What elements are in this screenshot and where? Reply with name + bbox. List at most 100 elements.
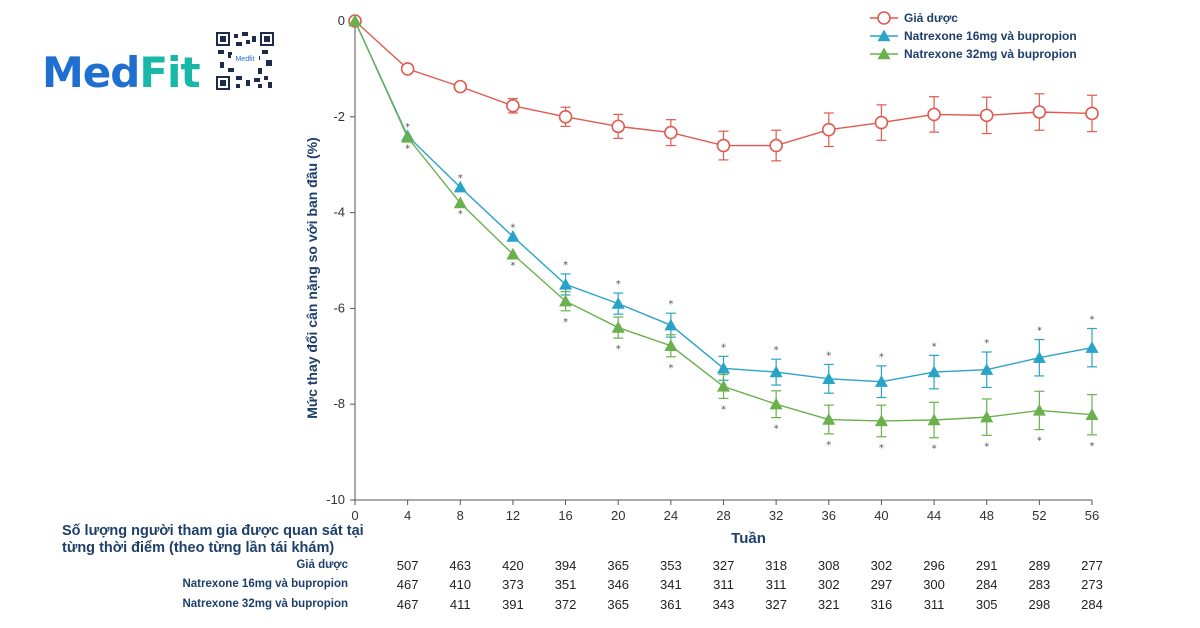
series-3: * * * * * * * * * * * * * * xyxy=(348,14,1099,455)
x-tick-label: 32 xyxy=(769,508,783,523)
data-point xyxy=(1032,403,1046,416)
legend-marker xyxy=(877,29,891,42)
series-1 xyxy=(348,14,1099,162)
table-cell: 365 xyxy=(607,597,630,612)
significance-star: * xyxy=(1090,441,1095,452)
table-cell: 291 xyxy=(975,558,998,573)
table-cell: 302 xyxy=(817,577,840,592)
significance-star: * xyxy=(879,443,884,454)
logo-text-main: Med xyxy=(42,48,140,97)
x-tick-label: 44 xyxy=(927,508,941,523)
table-cell: 296 xyxy=(923,558,945,573)
data-point xyxy=(664,339,678,351)
data-point xyxy=(927,413,941,426)
x-tick-label: 24 xyxy=(664,508,678,523)
x-axis-title: Tuần xyxy=(731,530,766,547)
significance-star: * xyxy=(932,341,937,352)
medfit-logo: MedFit xyxy=(42,48,201,97)
data-point xyxy=(822,372,836,385)
data-point xyxy=(1085,408,1099,420)
table-cell: 361 xyxy=(659,597,682,612)
table-cell: 298 xyxy=(1028,597,1051,612)
significance-star: * xyxy=(563,260,568,271)
table-cell: 289 xyxy=(1028,558,1051,573)
data-point xyxy=(348,14,362,27)
data-point xyxy=(822,413,836,425)
significance-star: * xyxy=(616,279,621,290)
data-point xyxy=(769,365,783,378)
table-cell: 327 xyxy=(765,597,787,612)
data-point xyxy=(453,79,468,94)
legend-marker xyxy=(877,47,891,60)
y-tick-label: 0 xyxy=(338,13,345,28)
y-tick-label: -4 xyxy=(333,205,345,220)
y-tick-label: -6 xyxy=(333,300,345,315)
x-tick-label: 16 xyxy=(558,508,572,523)
significance-star: * xyxy=(668,363,673,374)
y-tick-label: -8 xyxy=(333,396,345,411)
table-cell: 420 xyxy=(502,558,524,573)
table-cell: 411 xyxy=(449,597,471,612)
data-point xyxy=(1032,105,1047,119)
table-title: Số lượng người tham gia được quan sát tạ… xyxy=(62,523,364,556)
qr-label: Medfit xyxy=(231,55,259,64)
x-tick-label: 0 xyxy=(351,508,358,523)
data-point xyxy=(874,414,888,427)
data-point xyxy=(927,365,941,378)
table-cell: 283 xyxy=(1028,577,1051,592)
table-cell: 463 xyxy=(449,558,472,573)
x-tick-label: 12 xyxy=(506,508,520,523)
y-tick-label: -2 xyxy=(333,109,345,124)
data-point xyxy=(611,119,626,134)
x-tick-label: 4 xyxy=(404,508,411,523)
table-cell: 353 xyxy=(659,558,682,573)
table-cell: 327 xyxy=(712,558,735,573)
table-cell: 507 xyxy=(396,558,419,573)
data-point xyxy=(717,361,730,374)
data-point xyxy=(611,297,625,309)
table-cell: 346 xyxy=(607,577,630,592)
significance-star: * xyxy=(405,122,410,133)
significance-star: * xyxy=(1090,315,1095,326)
table-cell: 467 xyxy=(396,597,419,612)
data-point xyxy=(400,62,415,76)
table-cell: 300 xyxy=(923,577,945,592)
significance-star: * xyxy=(984,441,989,452)
data-point xyxy=(453,180,467,193)
logo-text-accent: Fit xyxy=(139,48,200,97)
significance-star: * xyxy=(826,350,831,361)
data-point xyxy=(716,138,731,153)
data-point xyxy=(401,130,415,143)
y-tick-label: -10 xyxy=(326,492,345,507)
data-point xyxy=(1085,106,1099,121)
x-tick-label: 20 xyxy=(611,508,625,523)
significance-star: * xyxy=(879,352,884,363)
x-tick-label: 48 xyxy=(979,508,993,523)
significance-star: * xyxy=(510,223,515,234)
y-axis-title: Mức thay đổi cân nặng so với ban đầu (%) xyxy=(304,137,320,418)
table-row-label: Natrexone 16mg và bupropion xyxy=(182,578,348,590)
legend-entry: Natrexone 16mg và bupropion xyxy=(904,29,1077,43)
data-point xyxy=(664,125,678,140)
significance-star: * xyxy=(1037,436,1042,447)
data-point xyxy=(506,230,520,242)
table-cell: 351 xyxy=(554,577,577,592)
table-cell: 341 xyxy=(659,577,682,592)
data-point xyxy=(874,115,889,130)
data-point xyxy=(980,363,994,375)
table-cell: 302 xyxy=(870,558,893,573)
table-cell: 284 xyxy=(975,577,998,592)
table-cell: 365 xyxy=(607,558,630,573)
significance-star: * xyxy=(1037,326,1042,337)
data-point xyxy=(506,98,520,113)
significance-star: * xyxy=(563,317,568,328)
table-cell: 372 xyxy=(554,597,577,612)
data-point xyxy=(769,397,783,410)
legend-marker xyxy=(877,11,891,25)
table-cell: 343 xyxy=(712,597,735,612)
table-cell: 297 xyxy=(870,577,893,592)
significance-star: * xyxy=(458,209,463,220)
table-cell: 308 xyxy=(817,558,840,573)
significance-star: * xyxy=(510,260,515,271)
significance-star: * xyxy=(721,404,726,415)
